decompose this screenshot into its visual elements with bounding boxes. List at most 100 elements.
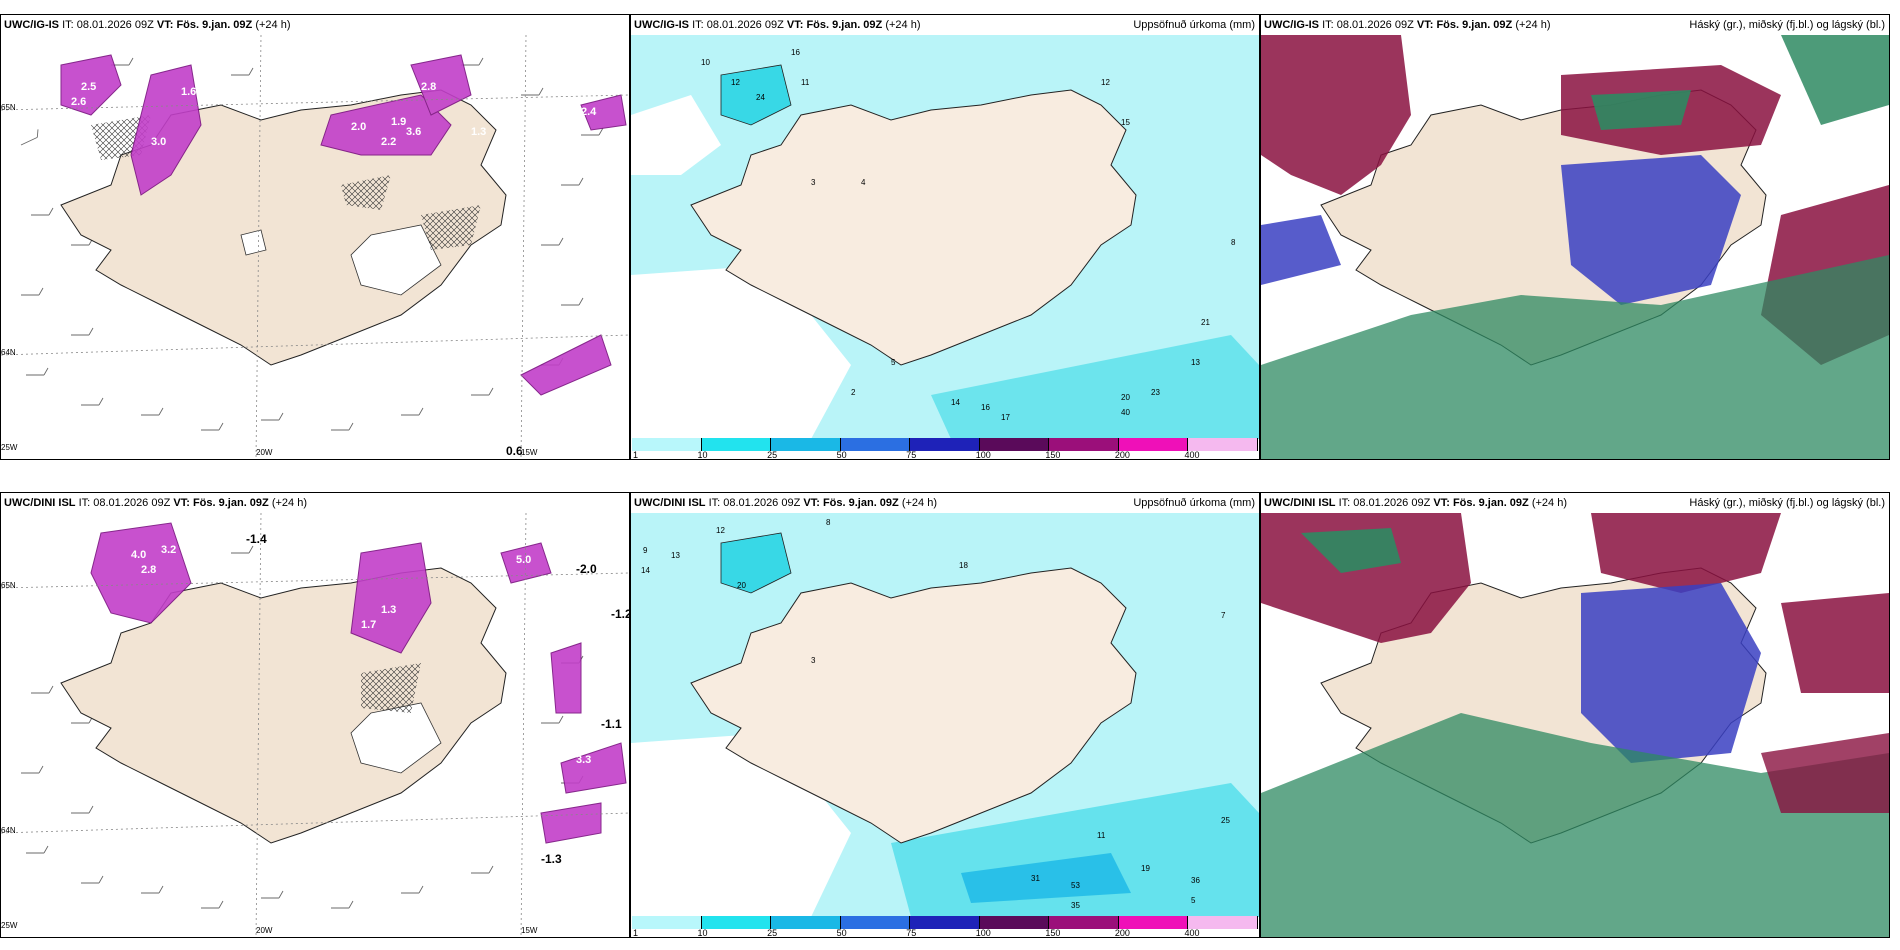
panel-header: UWC/DINI ISL IT: 08.01.2026 09Z VT: Fös.…: [1261, 493, 1889, 513]
colorbar-swatch: [701, 916, 772, 929]
svg-text:-1.2: -1.2: [611, 607, 629, 621]
svg-text:5: 5: [1191, 896, 1196, 905]
precip-colorbar: 1 10 25 50 75 100 150 200 400: [632, 438, 1258, 460]
svg-text:64N: 64N: [1, 348, 16, 357]
panel-title: Uppsöfnuð úrkoma (mm): [1133, 19, 1255, 31]
colorbar-tick-label: 400: [1184, 928, 1200, 938]
svg-text:3.6: 3.6: [406, 126, 421, 138]
precip-map: 8 14 12 13 18 7 9 31 53 35 36 25 11 19 2…: [631, 513, 1259, 917]
svg-text:9: 9: [643, 546, 648, 555]
panel-title: Háský (gr.), miðský (fj.bl.) og lágský (…: [1689, 19, 1885, 31]
svg-text:2.4: 2.4: [581, 106, 597, 118]
svg-text:17: 17: [1001, 413, 1010, 422]
colorbar-swatch: [1188, 438, 1258, 451]
colorbar-tick-label: 200: [1114, 450, 1130, 460]
svg-text:8: 8: [826, 518, 831, 527]
colorbar-tick-label: 25: [767, 928, 778, 938]
svg-text:65N: 65N: [1, 103, 16, 112]
svg-text:31: 31: [1031, 874, 1040, 883]
svg-text:20: 20: [1121, 393, 1130, 402]
svg-text:12: 12: [731, 78, 740, 87]
panel-header: UWC/IG-IS IT: 08.01.2026 09Z VT: Fös. 9.…: [1261, 15, 1889, 35]
colorbar-swatch: [840, 916, 911, 929]
svg-text:7: 7: [1221, 611, 1226, 620]
colorbar-tick-label: 1: [633, 450, 639, 460]
svg-text:14: 14: [951, 398, 960, 407]
svg-text:11: 11: [1097, 831, 1106, 840]
svg-text:64N: 64N: [1, 826, 16, 835]
svg-text:2.2: 2.2: [381, 136, 396, 148]
svg-text:0.6: 0.6: [506, 444, 523, 458]
svg-text:15W: 15W: [521, 926, 538, 935]
colorbar-swatch: [979, 916, 1050, 929]
svg-text:11: 11: [801, 78, 810, 87]
svg-text:15: 15: [1121, 118, 1130, 127]
map-panel-dini-clouds: UWC/DINI ISL IT: 08.01.2026 09Z VT: Fös.…: [1260, 492, 1890, 938]
svg-text:3.2: 3.2: [161, 544, 176, 556]
svg-text:10: 10: [701, 58, 710, 67]
svg-text:-1.3: -1.3: [541, 852, 562, 866]
svg-text:20: 20: [737, 581, 746, 590]
svg-text:21: 21: [1201, 318, 1210, 327]
svg-text:2.8: 2.8: [421, 81, 436, 93]
map-panel-dini-wind: UWC/DINI ISL IT: 08.01.2026 09Z VT: Fös.…: [0, 492, 630, 938]
colorbar-tick-label: 150: [1045, 928, 1061, 938]
svg-text:1.6: 1.6: [181, 86, 196, 98]
colorbar-tick-label: 150: [1045, 450, 1061, 460]
panel-header: UWC/DINI ISL IT: 08.01.2026 09Z VT: Fös.…: [4, 497, 307, 509]
colorbar-swatch: [771, 438, 841, 451]
svg-text:2: 2: [851, 388, 856, 397]
colorbar-swatch: [910, 438, 980, 451]
svg-text:1.3: 1.3: [381, 604, 396, 616]
svg-text:16: 16: [981, 403, 990, 412]
colorbar-swatch: [1049, 438, 1119, 451]
svg-text:3.0: 3.0: [151, 136, 166, 148]
precip-map: 16 10 12 11 24 12 15 8 3 4 21 13 23 20 4…: [631, 35, 1259, 439]
svg-text:12: 12: [1101, 78, 1110, 87]
colorbar-tick-label: 400: [1184, 450, 1200, 460]
svg-text:-1.4: -1.4: [246, 532, 267, 546]
panel-title: Háský (gr.), miðský (fj.bl.) og lágský (…: [1689, 497, 1885, 509]
colorbar-tick-label: 50: [836, 450, 847, 460]
colorbar-tick-label: 200: [1114, 928, 1130, 938]
colorbar-swatch: [632, 438, 702, 451]
svg-text:1.9: 1.9: [391, 116, 406, 128]
iceland-land: [690, 567, 1137, 844]
svg-text:53: 53: [1071, 881, 1080, 890]
svg-text:4: 4: [861, 178, 866, 187]
svg-text:35: 35: [1071, 901, 1080, 910]
svg-text:1.3: 1.3: [471, 126, 486, 138]
svg-text:2.0: 2.0: [351, 121, 366, 133]
panel-header: UWC/IG-IS IT: 08.01.2026 09Z VT: Fös. 9.…: [631, 15, 1259, 35]
map-panel-dini-precip: UWC/DINI ISL IT: 08.01.2026 09Z VT: Fös.…: [630, 492, 1260, 938]
svg-text:13: 13: [1191, 358, 1200, 367]
svg-text:-2.0: -2.0: [576, 562, 597, 576]
svg-text:19: 19: [1141, 864, 1150, 873]
colorbar-swatch: [1118, 916, 1189, 929]
svg-text:36: 36: [1191, 876, 1200, 885]
svg-text:15W: 15W: [521, 448, 538, 457]
svg-text:1.7: 1.7: [361, 619, 376, 631]
colorbar-tick-label: 50: [836, 928, 847, 938]
colorbar-swatch: [771, 916, 841, 929]
svg-text:24: 24: [756, 93, 765, 102]
precip-colorbar: 1 10 25 50 75 100 150 200 400: [632, 916, 1258, 938]
colorbar-swatch: [701, 438, 772, 451]
svg-text:3: 3: [811, 656, 816, 665]
panel-header: UWC/IG-IS IT: 08.01.2026 09Z VT: Fös. 9.…: [4, 19, 291, 31]
svg-text:3: 3: [811, 178, 816, 187]
svg-text:12: 12: [716, 526, 725, 535]
svg-text:8: 8: [1231, 238, 1236, 247]
svg-text:40: 40: [1121, 408, 1130, 417]
colorbar-swatch: [1049, 916, 1119, 929]
svg-text:20W: 20W: [256, 448, 273, 457]
panel-title: Uppsöfnuð úrkoma (mm): [1133, 497, 1255, 509]
svg-text:16: 16: [791, 48, 800, 57]
svg-text:2.8: 2.8: [141, 564, 156, 576]
svg-text:25W: 25W: [1, 921, 18, 930]
svg-text:2.5: 2.5: [81, 81, 96, 93]
wind-snow-map: 2.8 4.0 3.2 1.7 5.0 3.3 1.3 -1.4 -2.0 -1…: [1, 513, 629, 937]
svg-text:5: 5: [891, 358, 896, 367]
iceland-land: [690, 89, 1137, 366]
snow-areas: [90, 522, 627, 844]
